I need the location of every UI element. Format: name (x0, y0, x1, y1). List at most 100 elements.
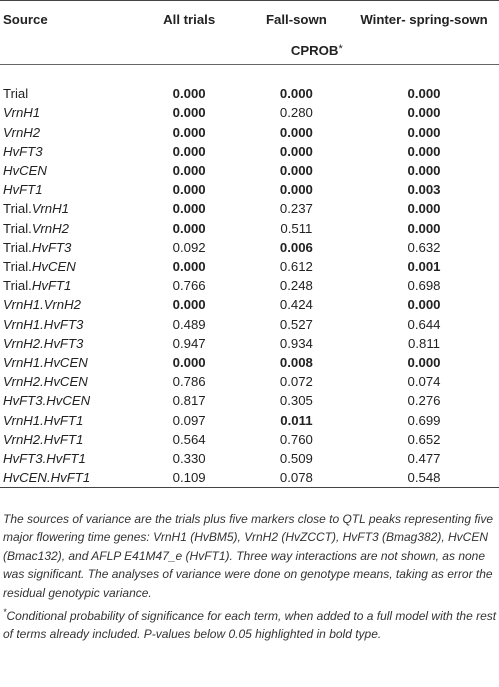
fall-sown-value: 0.072 (279, 374, 313, 390)
all-trials-value: 0.000 (172, 182, 206, 198)
source-p3: HvFT3.HvCEN (3, 393, 91, 409)
table-body: Trial 0.000 0.000 0.000 VrnH1 0.000 0.280 0.000… (0, 65, 499, 488)
fall-sown-value: 0.760 (279, 431, 313, 447)
winter-spring-value: 0.000 (407, 201, 441, 217)
source-p3: HvCEN (31, 259, 76, 275)
subheader-blank (0, 37, 135, 65)
header-row: Source All trials Fall-sown Winter- spri… (0, 0, 499, 38)
source-p3: VrnH1 (31, 201, 69, 217)
fall-sown-value: 0.424 (279, 297, 313, 313)
source-p2: . (28, 278, 32, 294)
table-row: Trial.HvFT3 0.092 0.006 0.632 (0, 238, 499, 257)
source-p2: . (28, 239, 32, 255)
source-cell: Trial.VrnH1 (0, 199, 135, 218)
source-p1: Trial (3, 259, 29, 275)
all-trials-value: 0.000 (172, 201, 206, 217)
source-p2: . (28, 220, 32, 236)
table-row: HvFT1 0.000 0.000 0.003 (0, 180, 499, 199)
header-winter-spring-sown: Winter- spring-sown (360, 11, 488, 27)
fall-sown-value: 0.527 (279, 316, 313, 332)
table-row: VrnH1.HvCEN 0.000 0.008 0.000 (0, 353, 499, 372)
source-p3: HvFT3 (3, 143, 43, 159)
source-cell: HvFT1 (0, 180, 135, 199)
source-p3: VrnH1.HvFT1 (3, 412, 84, 428)
fall-sown-value: 0.511 (280, 220, 313, 236)
fall-sown-value: 0.000 (279, 143, 313, 159)
source-p3: VrnH2.HvCEN (3, 374, 88, 390)
source-cell: Trial (0, 84, 135, 103)
table-row: Trial.HvCEN 0.000 0.612 0.001 (0, 257, 499, 276)
all-trials-value: 0.000 (172, 259, 206, 275)
table-row: VrnH1.HvFT3 0.489 0.527 0.644 (0, 315, 499, 334)
source-p3: VrnH1.HvFT3 (3, 316, 84, 332)
fall-sown-value: 0.237 (279, 201, 313, 217)
source-p3: VrnH2 (31, 220, 69, 236)
source-cell: VrnH1.HvFT1 (0, 411, 135, 430)
source-p3: VrnH2 (3, 124, 41, 140)
table-row: Trial.VrnH2 0.000 0.511 0.000 (0, 219, 499, 238)
header-fall-sown: Fall-sown (265, 11, 327, 27)
header-all-trials: All trials (163, 11, 216, 27)
subheader-row: CPROB* (0, 37, 499, 65)
winter-spring-value: 0.644 (407, 316, 441, 332)
source-cell: Trial.VrnH2 (0, 219, 135, 238)
fall-sown-value: 0.006 (279, 239, 313, 255)
table-row: HvFT3 0.000 0.000 0.000 (0, 142, 499, 161)
source-p3: VrnH2.HvFT1 (3, 431, 84, 447)
source-cell: VrnH2.HvFT1 (0, 430, 135, 449)
all-trials-value: 0.097 (172, 412, 206, 428)
winter-spring-value: 0.000 (407, 220, 441, 236)
winter-spring-value: 0.074 (407, 374, 441, 390)
source-p3: VrnH1 (3, 105, 41, 121)
all-trials-value: 0.000 (172, 143, 206, 159)
source-p3: HvFT3 (31, 239, 72, 255)
source-p1: Trial (3, 278, 29, 294)
source-p1: Trial (3, 86, 29, 102)
source-p3: HvFT1 (31, 278, 72, 294)
fall-sown-value: 0.612 (279, 259, 313, 275)
subheader-cprob: CPROB* (135, 37, 499, 65)
source-cell: VrnH1.VrnH2 (0, 295, 135, 314)
all-trials-value: 0.000 (172, 124, 206, 140)
source-p3: HvFT1 (3, 182, 43, 198)
winter-spring-value: 0.000 (407, 143, 441, 159)
all-trials-value: 0.000 (172, 163, 206, 178)
cprob-footnote-mark: * (338, 43, 343, 55)
source-cell: Trial.HvCEN (0, 257, 135, 276)
note-cprob-text: Conditional probability of significance … (3, 609, 497, 642)
table-row: VrnH2.HvCEN 0.786 0.072 0.074 (0, 372, 499, 391)
winter-spring-value: 0.276 (407, 393, 441, 409)
all-trials-value: 0.000 (172, 297, 206, 313)
all-trials-value: 0.489 (172, 316, 206, 332)
source-cell: HvCEN.HvFT1 (0, 468, 135, 488)
fall-sown-value: 0.000 (279, 124, 313, 140)
source-cell: HvFT3.HvFT1 (0, 449, 135, 468)
source-cell: HvFT3 (0, 142, 135, 161)
all-trials-value: 0.330 (172, 451, 206, 467)
all-trials-value: 0.564 (172, 431, 206, 447)
all-trials-value: 0.817 (172, 393, 206, 409)
source-p2: . (28, 259, 32, 275)
source-p1: Trial (3, 201, 29, 217)
winter-spring-value: 0.000 (407, 105, 441, 121)
winter-spring-value: 0.003 (407, 182, 441, 198)
results-table: Source All trials Fall-sown Winter- spri… (0, 0, 499, 488)
source-p1: Trial (3, 239, 29, 255)
table-row: VrnH1.VrnH2 0.000 0.424 0.000 (0, 295, 499, 314)
source-p3: VrnH1.HvCEN (3, 355, 88, 371)
table-row: HvFT3.HvFT1 0.330 0.509 0.477 (0, 449, 499, 468)
all-trials-value: 0.786 (172, 374, 206, 390)
source-cell: VrnH2 (0, 123, 135, 142)
source-cell: Trial.HvFT3 (0, 238, 135, 257)
source-cell: VrnH1.HvCEN (0, 353, 135, 372)
all-trials-value: 0.000 (172, 105, 206, 121)
table-row: VrnH2.HvFT3 0.947 0.934 0.811 (0, 334, 499, 353)
header-source: Source (3, 11, 48, 27)
source-p1: Trial (3, 220, 29, 236)
table-row: VrnH2.HvFT1 0.564 0.760 0.652 (0, 430, 499, 449)
winter-spring-value: 0.632 (407, 239, 441, 255)
fall-sown-value: 0.011 (280, 412, 313, 428)
winter-spring-value: 0.477 (407, 451, 441, 467)
note-cprob: *Conditional probability of significance… (3, 603, 497, 644)
